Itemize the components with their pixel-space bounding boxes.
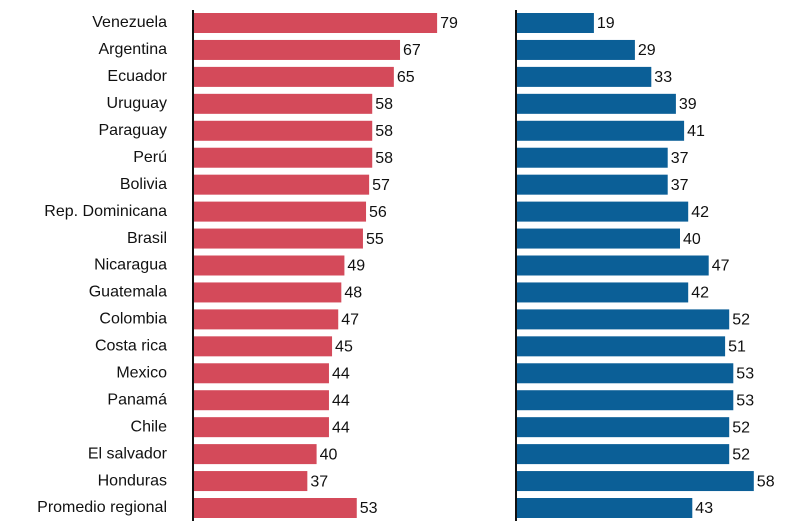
bar bbox=[516, 417, 730, 438]
bar bbox=[193, 39, 401, 60]
category-label: Guatemala bbox=[89, 284, 167, 301]
value-label: 44 bbox=[332, 419, 350, 436]
value-label: 44 bbox=[332, 392, 350, 409]
bar bbox=[193, 174, 370, 195]
value-label: 39 bbox=[679, 96, 697, 113]
bar bbox=[193, 228, 363, 249]
value-label: 79 bbox=[440, 15, 458, 32]
bar bbox=[516, 174, 668, 195]
bar bbox=[516, 390, 734, 411]
bar bbox=[193, 66, 394, 87]
bar bbox=[193, 417, 329, 438]
bar bbox=[516, 147, 668, 168]
value-label: 45 bbox=[335, 339, 353, 356]
value-label: 52 bbox=[732, 312, 750, 329]
value-label: 58 bbox=[375, 123, 393, 140]
value-label: 58 bbox=[375, 96, 393, 113]
bar bbox=[516, 471, 754, 492]
bar bbox=[516, 498, 693, 518]
category-label: Panamá bbox=[107, 391, 167, 408]
value-label: 47 bbox=[712, 258, 730, 275]
bar bbox=[193, 282, 342, 303]
value-label: 67 bbox=[403, 42, 421, 59]
value-label: 40 bbox=[320, 446, 338, 463]
value-label: 42 bbox=[691, 204, 709, 221]
category-label: Paraguay bbox=[99, 122, 168, 139]
bar bbox=[193, 147, 373, 168]
value-label: 53 bbox=[360, 500, 378, 517]
value-label: 29 bbox=[638, 42, 656, 59]
category-label: Colombia bbox=[99, 311, 167, 328]
bar bbox=[193, 498, 357, 518]
category-label: Chile bbox=[131, 418, 168, 435]
value-label: 33 bbox=[654, 69, 672, 86]
bar bbox=[516, 120, 685, 141]
value-label: 58 bbox=[375, 150, 393, 167]
value-label: 40 bbox=[683, 231, 701, 248]
value-label: 44 bbox=[332, 365, 350, 382]
category-label: Nicaragua bbox=[94, 257, 167, 274]
value-label: 57 bbox=[372, 177, 390, 194]
value-label: 43 bbox=[695, 500, 713, 517]
category-label: Argentina bbox=[99, 41, 168, 58]
category-label: Mexico bbox=[116, 364, 167, 381]
bar bbox=[516, 228, 680, 249]
value-label: 19 bbox=[597, 15, 615, 32]
bar bbox=[516, 39, 635, 60]
value-label: 37 bbox=[671, 177, 689, 194]
value-label: 37 bbox=[671, 150, 689, 167]
bar bbox=[516, 282, 689, 303]
bar bbox=[516, 444, 730, 465]
value-label: 41 bbox=[687, 123, 705, 140]
bar bbox=[516, 13, 594, 33]
category-label: Rep. Dominicana bbox=[44, 203, 167, 220]
bar bbox=[516, 93, 676, 114]
bar bbox=[193, 309, 339, 330]
bar bbox=[193, 471, 308, 492]
category-label: Bolivia bbox=[120, 176, 167, 193]
bar bbox=[193, 120, 373, 141]
value-label: 52 bbox=[732, 419, 750, 436]
bar bbox=[193, 390, 329, 411]
category-label: Uruguay bbox=[107, 95, 167, 112]
value-label: 52 bbox=[732, 446, 750, 463]
bar bbox=[193, 363, 329, 384]
bar bbox=[516, 363, 734, 384]
value-label: 58 bbox=[757, 473, 775, 490]
value-label: 47 bbox=[341, 312, 359, 329]
bar bbox=[516, 336, 726, 357]
bar bbox=[516, 201, 689, 222]
bar bbox=[516, 255, 709, 276]
bar bbox=[193, 13, 438, 33]
bar bbox=[193, 255, 345, 276]
bar bbox=[516, 309, 730, 330]
category-label: Promedio regional bbox=[37, 499, 167, 516]
value-label: 42 bbox=[691, 285, 709, 302]
value-label: 49 bbox=[347, 258, 365, 275]
bar bbox=[193, 336, 333, 357]
category-label: Costa rica bbox=[95, 338, 167, 355]
bar bbox=[193, 201, 367, 222]
category-label: Ecuador bbox=[107, 68, 167, 85]
category-label: Honduras bbox=[98, 472, 167, 489]
bar bbox=[193, 444, 317, 465]
value-label: 48 bbox=[344, 285, 362, 302]
value-label: 53 bbox=[736, 365, 754, 382]
value-label: 53 bbox=[736, 392, 754, 409]
value-label: 65 bbox=[397, 69, 415, 86]
value-label: 51 bbox=[728, 339, 746, 356]
value-label: 56 bbox=[369, 204, 387, 221]
value-label: 55 bbox=[366, 231, 384, 248]
value-label: 37 bbox=[310, 473, 328, 490]
category-label: Venezuela bbox=[92, 14, 167, 31]
category-label: Perú bbox=[133, 149, 167, 166]
category-label: El salvador bbox=[88, 445, 168, 462]
bar bbox=[516, 66, 652, 87]
category-label: Brasil bbox=[127, 230, 167, 247]
bar bbox=[193, 93, 373, 114]
